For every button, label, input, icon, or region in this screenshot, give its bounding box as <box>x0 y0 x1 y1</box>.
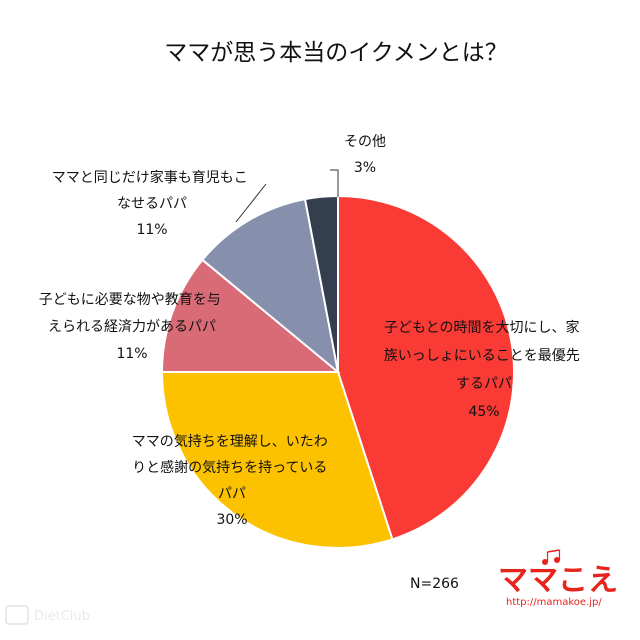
leader-lines <box>235 169 339 223</box>
logo-text: ママこえ <box>498 563 618 598</box>
slice-percent-1: 30% <box>216 512 247 528</box>
slice-label-0-line-0: 子どもとの時間を大切にし、家 <box>384 319 580 336</box>
slice-percent-3: 11% <box>136 222 167 238</box>
leader-line-housework <box>235 183 267 223</box>
slice-label-1-line-1: りと感謝の気持ちを持っている <box>132 459 327 476</box>
pie-slice-0 <box>337 194 515 541</box>
slice-percent-0: 45% <box>468 404 499 420</box>
chart-title: ママが思う本当のイクメンとは？ <box>164 40 508 66</box>
slice-label-1: ママの気持ちを理解し、いたわ りと感謝の気持ちを持っている パパ <box>132 434 332 502</box>
watermark-text: DietClub <box>34 609 90 624</box>
slice-label-1-line-0: ママの気持ちを理解し、いたわ <box>132 434 328 450</box>
slice-label-2-line-1: えられる経済力があるパパ <box>48 319 216 335</box>
pie-slices <box>160 194 515 549</box>
slice-label-3-line-1: なせるパパ <box>117 196 187 212</box>
slice-percent-4: 3% <box>354 160 376 176</box>
slice-label-2-line-0: 子どもに必要な物や教育を与 <box>39 292 221 308</box>
slice-label-3: ママと同じだけ家事も育児もこ なせるパパ <box>52 169 252 212</box>
dietclub-watermark: DietClub <box>5 605 90 625</box>
mamakoe-logo[interactable]: ママこえ http://mamakoe.jp/ <box>498 549 618 608</box>
watermark-icon <box>5 605 29 625</box>
pie-slice-1 <box>160 371 394 549</box>
pie-slice-3 <box>200 197 340 375</box>
logo-url: http://mamakoe.jp/ <box>506 597 602 608</box>
pie-slice-2 <box>160 258 341 373</box>
slice-label-0-line-1: 族いっしょにいることを最優先 <box>384 348 580 364</box>
slice-label-0-line-2: するパパ <box>456 376 512 392</box>
slice-label-2: 子どもに必要な物や教育を与 えられる経済力があるパパ <box>39 292 225 335</box>
leader-line-other <box>330 169 339 197</box>
sample-size-note: N=266 <box>410 576 459 592</box>
slice-label-4-line-0: その他 <box>344 134 386 150</box>
slice-label-1-line-2: パパ <box>218 486 246 502</box>
slice-percent-2: 11% <box>116 346 147 362</box>
slice-label-0: 子どもとの時間を大切にし、家 族いっしょにいることを最優先 するパパ <box>384 319 584 392</box>
music-note-icon <box>542 549 561 565</box>
slice-label-4: その他 <box>344 134 386 150</box>
slice-label-3-line-0: ママと同じだけ家事も育児もこ <box>52 169 248 186</box>
